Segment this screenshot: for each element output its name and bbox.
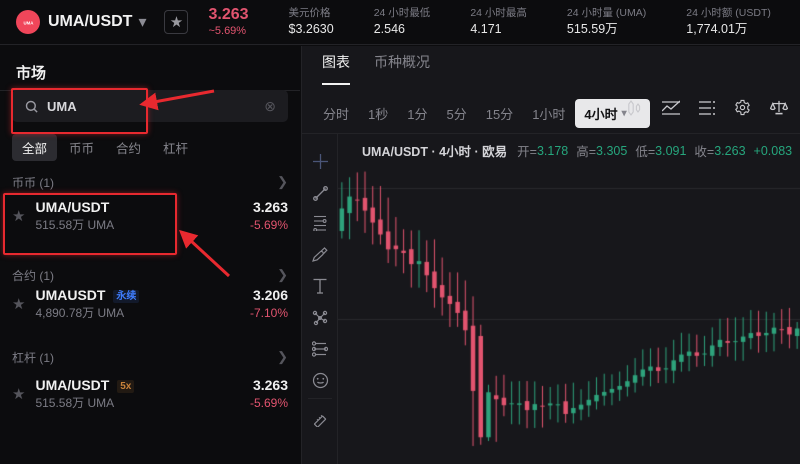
svg-text:UMA: UMA xyxy=(23,20,34,25)
